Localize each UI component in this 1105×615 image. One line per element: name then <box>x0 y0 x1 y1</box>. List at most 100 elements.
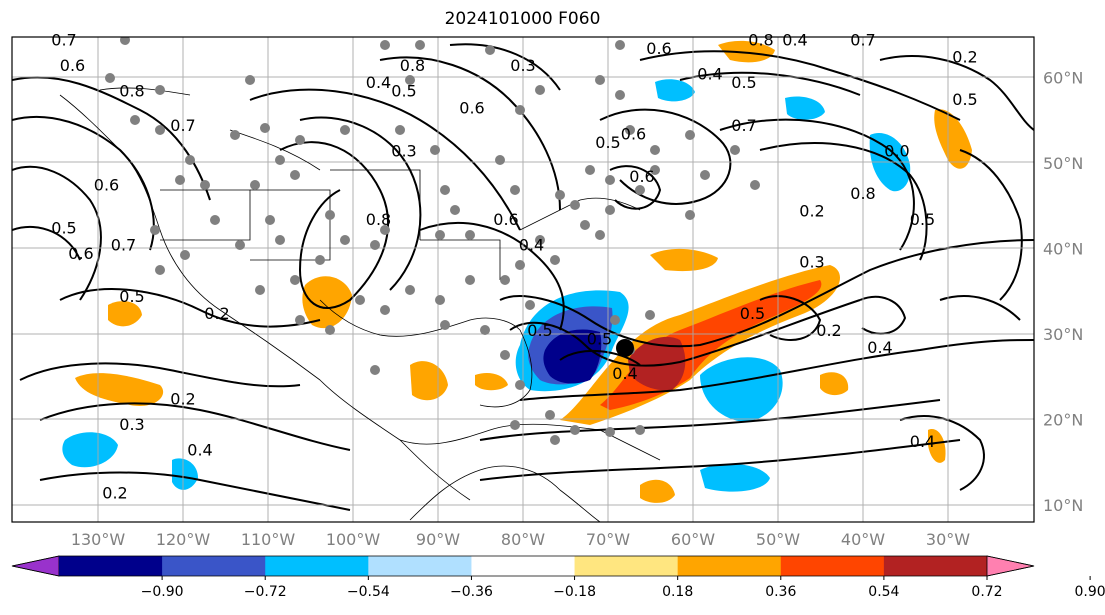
map-title: 2024101000 F060 <box>444 9 601 29</box>
contour-label: 0.6 <box>60 56 85 75</box>
colorbar-tick-label: −0.72 <box>244 584 287 600</box>
latitude-labels: 60°N 50°N 40°N 30°N 20°N 10°N <box>1043 69 1083 516</box>
colorbar-segment <box>471 556 576 576</box>
lon-label-90: 90°W <box>416 530 460 549</box>
lon-label-50: 50°W <box>756 530 800 549</box>
coastlines <box>59 87 661 522</box>
contour-label: 0.5 <box>595 133 620 152</box>
contour-label: 0.5 <box>952 90 977 109</box>
contour-label: 0.6 <box>629 167 654 186</box>
contour-label: 0.4 <box>366 73 391 92</box>
contour-label: 0.4 <box>910 432 935 451</box>
lon-label-70: 70°W <box>586 530 630 549</box>
colorbar-tick-label: −0.54 <box>347 584 390 600</box>
contour-label: 0.7 <box>51 30 76 49</box>
contour-label: 0.5 <box>731 73 756 92</box>
contour-label: 0.8 <box>748 30 773 49</box>
positive-field-mid-atlantic <box>820 372 849 396</box>
contour-label: 0.5 <box>119 287 144 306</box>
colorbar-tick-label: −0.18 <box>553 584 596 600</box>
contour-label: 0.2 <box>204 304 229 323</box>
colorbar-tick-label: −0.36 <box>450 584 493 600</box>
contour-label: 0.3 <box>510 56 535 75</box>
contour-label: 0.6 <box>646 39 671 58</box>
contour-label: 0.2 <box>799 201 824 220</box>
colorbar-tick-label: 0.18 <box>662 584 693 600</box>
lon-label-100: 100°W <box>326 530 381 549</box>
contour-label: 0.3 <box>119 415 144 434</box>
contour-label: 0.8 <box>366 210 391 229</box>
longitude-labels: 130°W 120°W 110°W 100°W 90°W 80°W 70°W 60°W 50°W… <box>71 530 970 549</box>
contour-label: 0.2 <box>170 389 195 408</box>
positive-field-atlantic-north <box>934 109 972 169</box>
positive-field-pacific-west <box>75 373 164 406</box>
negative-field-labrador <box>785 96 825 120</box>
lat-label-30: 30°N <box>1043 325 1083 344</box>
contour-label: 0.5 <box>51 218 76 237</box>
contour-label: 0.4 <box>187 441 212 460</box>
contour-label: 0.5 <box>587 330 612 349</box>
contour-label: 0.4 <box>782 30 807 49</box>
contour-label: 0.8 <box>850 184 875 203</box>
negative-field-southeast <box>700 357 783 422</box>
negative-field-pacific-south <box>172 458 198 490</box>
negative-field-canada <box>655 79 695 102</box>
contour-label: 0.8 <box>119 82 144 101</box>
negative-field-far-east <box>928 429 946 463</box>
contour-labels: 0.70.60.80.70.60.50.6 0.70.50.4 0.50.80.60… <box>51 30 977 502</box>
contour-label: 0.7 <box>850 30 875 49</box>
colorbar-segment <box>265 556 369 576</box>
negative-field-caribbean <box>700 463 770 492</box>
lon-label-110: 110°W <box>241 530 296 549</box>
contour-label: 0.2 <box>102 483 127 502</box>
colorbar-segment <box>162 556 266 576</box>
contour-label: 0.4 <box>519 236 544 255</box>
contour-label: 0.4 <box>697 65 722 84</box>
contour-label: 0.4 <box>612 364 637 383</box>
colorbar-tick-label: −0.90 <box>141 584 184 600</box>
contour-label: 0.6 <box>94 176 119 195</box>
contour-label: 0.3 <box>799 253 824 272</box>
contour-lines <box>12 43 1034 511</box>
lon-label-40: 40°W <box>841 530 885 549</box>
lon-label-120: 120°W <box>156 530 211 549</box>
positive-field-east-pacific <box>640 479 675 503</box>
contour-label: 0.2 <box>952 47 977 66</box>
map-frame <box>11 36 1035 523</box>
contour-label: 0.7 <box>111 236 136 255</box>
contour-label: 0.5 <box>740 304 765 323</box>
positive-field-darkred <box>628 336 686 391</box>
negative-field-navy <box>543 329 602 384</box>
colorbar-segment <box>574 556 679 576</box>
lon-label-130: 130°W <box>71 530 126 549</box>
colorbar-segment <box>368 556 472 576</box>
graticule <box>12 37 1034 522</box>
contour-label: 0.5 <box>910 210 935 229</box>
colorbar-segment <box>59 556 163 576</box>
contour-label: 0.6 <box>459 99 484 118</box>
lat-label-10: 10°N <box>1043 496 1083 515</box>
storm-center-marker <box>616 339 634 357</box>
contour-label: 0.8 <box>400 56 425 75</box>
contour-label: 0.5 <box>527 321 552 340</box>
colorbar-segment <box>780 556 885 576</box>
contour-label: 0.0 <box>884 141 909 160</box>
lon-label-30: 30°W <box>926 530 970 549</box>
lat-label-50: 50°N <box>1043 154 1083 173</box>
contour-label: 0.6 <box>493 210 518 229</box>
contour-label: 0.4 <box>867 338 892 357</box>
lat-label-40: 40°N <box>1043 240 1083 259</box>
negative-field-pacific-west <box>62 432 118 468</box>
lon-label-80: 80°W <box>501 530 545 549</box>
colorbar-extend-high <box>986 555 1035 577</box>
contour-label: 0.6 <box>68 244 93 263</box>
contour-label: 0.7 <box>731 116 756 135</box>
colorbar-tick-label: 0.36 <box>765 584 796 600</box>
colorbar-segment <box>883 556 988 576</box>
colorbar-extend-low <box>11 555 60 577</box>
lon-label-60: 60°W <box>671 530 715 549</box>
contour-label: 0.7 <box>170 116 195 135</box>
lat-label-20: 20°N <box>1043 411 1083 430</box>
contour-label: 0.2 <box>816 321 841 340</box>
